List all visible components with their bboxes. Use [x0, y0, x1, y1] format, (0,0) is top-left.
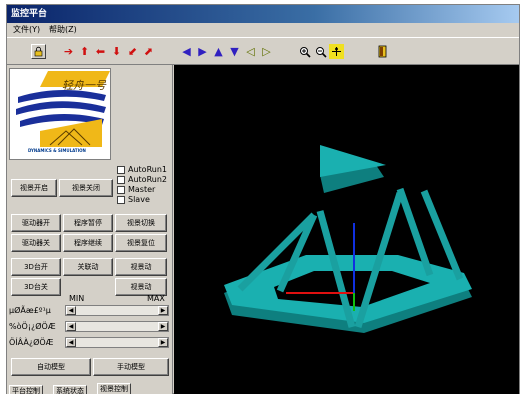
view-motion-button-2[interactable]: 视景动	[115, 278, 167, 296]
platform-3d-on-button[interactable]: 3D台开	[11, 258, 61, 276]
lock-icon[interactable]	[31, 44, 46, 59]
control-panel: 轻舟一号 DYNAMICS & SIMULATION 视景开启 视景关闭 Aut…	[7, 65, 173, 394]
tab-platform-control[interactable]: 平台控制	[9, 385, 43, 394]
window-title: 监控平台	[11, 9, 48, 19]
main-window: 监控平台 文件(Y) 帮助(Z) ➔ ⬆ ⬅ ⬇ ⬋ ⬈ ◀ ▶ ▲ ▼ ◁ ▷	[6, 4, 520, 394]
rotate-left-icon[interactable]: ◀	[182, 45, 191, 58]
slider-3[interactable]: ◀ ▶	[65, 337, 169, 348]
title-bar: 监控平台	[7, 5, 519, 23]
view-motion-button-1[interactable]: 视景动	[115, 258, 167, 276]
view-reset-button[interactable]: 视景复位	[115, 234, 167, 252]
min-label: MIN	[69, 294, 85, 303]
arrow-diag-up-icon[interactable]: ⬈	[143, 45, 154, 58]
rotate-down-icon[interactable]: ▼	[230, 45, 239, 58]
menu-file[interactable]: 文件(Y)	[13, 25, 41, 34]
3d-viewport[interactable]	[174, 65, 519, 394]
manual-model-button[interactable]: 手动模型	[93, 358, 169, 376]
autorun1-label: AutoRun1	[128, 165, 168, 174]
menu-bar: 文件(Y) 帮助(Z)	[7, 23, 519, 37]
zoom-out-icon[interactable]	[313, 44, 328, 59]
slider-1-label: µØÃæ£º¹µ	[9, 306, 51, 315]
arrow-left-icon[interactable]: ⬅	[95, 45, 106, 58]
translate-right-icon[interactable]: ▷	[262, 45, 271, 58]
toolbar: ➔ ⬆ ⬅ ⬇ ⬋ ⬈ ◀ ▶ ▲ ▼ ◁ ▷	[7, 37, 519, 65]
top-platform-side	[320, 165, 384, 193]
slider-2-label: %òÖ¡¿ØÖÆ	[9, 322, 56, 331]
leg-3	[316, 210, 356, 328]
leg-4	[354, 191, 404, 329]
autorun2-checkbox[interactable]: AutoRun2	[117, 175, 167, 184]
max-label: MAX	[147, 294, 165, 303]
slider-1-left-arrow[interactable]: ◀	[66, 306, 76, 315]
leg-5	[420, 189, 464, 281]
driver-on-button[interactable]: 驱动器开	[11, 214, 61, 232]
logo-subtitle: DYNAMICS & SIMULATION	[28, 148, 86, 153]
program-pause-button[interactable]: 程序暂停	[63, 214, 113, 232]
autorun2-label: AutoRun2	[128, 175, 168, 184]
tab-view-control[interactable]: 视景控制	[97, 383, 131, 394]
arrow-diag-down-icon[interactable]: ⬋	[127, 45, 138, 58]
base-platform-hole	[274, 271, 430, 307]
autorun1-checkbox[interactable]: AutoRun1	[117, 165, 167, 174]
slider-3-left-arrow[interactable]: ◀	[66, 338, 76, 347]
view-close-button[interactable]: 视景关闭	[59, 179, 113, 197]
slider-1-right-arrow[interactable]: ▶	[158, 306, 168, 315]
menu-help[interactable]: 帮助(Z)	[49, 25, 77, 34]
slave-checkbox[interactable]: Slave	[117, 195, 150, 204]
top-platform-top	[320, 145, 386, 177]
platform-3d-off-button[interactable]: 3D台关	[11, 278, 61, 296]
rotate-up-icon[interactable]: ▲	[214, 45, 223, 58]
slider-3-label: ÖÍÂÀ¿ØÖÆ	[9, 338, 54, 347]
view-open-button[interactable]: 视景开启	[11, 179, 57, 197]
slider-1[interactable]: ◀ ▶	[65, 305, 169, 316]
leg-6	[396, 187, 434, 277]
tab-bar: 平台控制 系统状态 视景控制	[7, 383, 173, 394]
arrow-right-icon[interactable]: ➔	[63, 45, 74, 58]
translate-left-icon[interactable]: ◁	[246, 45, 255, 58]
tab-system-status[interactable]: 系统状态	[53, 385, 87, 394]
master-checkbox[interactable]: Master	[117, 185, 155, 194]
slave-label: Slave	[128, 195, 150, 204]
driver-off-button[interactable]: 驱动器关	[11, 234, 61, 252]
logo: 轻舟一号 DYNAMICS & SIMULATION	[9, 68, 111, 160]
slider-3-right-arrow[interactable]: ▶	[158, 338, 168, 347]
leg-2	[276, 213, 318, 293]
logo-text: 轻舟一号	[62, 79, 106, 92]
view-switch-button[interactable]: 视景切换	[115, 214, 167, 232]
slider-2[interactable]: ◀ ▶	[65, 321, 169, 332]
slider-2-right-arrow[interactable]: ▶	[158, 322, 168, 331]
slider-2-left-arrow[interactable]: ◀	[66, 322, 76, 331]
auto-model-button[interactable]: 自动模型	[11, 358, 91, 376]
arrow-down-icon[interactable]: ⬇	[111, 45, 122, 58]
master-label: Master	[128, 185, 156, 194]
rotate-right-icon[interactable]: ▶	[198, 45, 207, 58]
zoom-in-icon[interactable]	[297, 44, 312, 59]
stewart-platform-scene	[224, 145, 472, 333]
arrow-up-icon[interactable]: ⬆	[79, 45, 90, 58]
exit-icon[interactable]	[375, 44, 390, 59]
link-button[interactable]: 关联动	[63, 258, 113, 276]
move-icon[interactable]	[329, 44, 344, 59]
leg-1	[237, 212, 317, 292]
program-continue-button[interactable]: 程序继续	[63, 234, 113, 252]
